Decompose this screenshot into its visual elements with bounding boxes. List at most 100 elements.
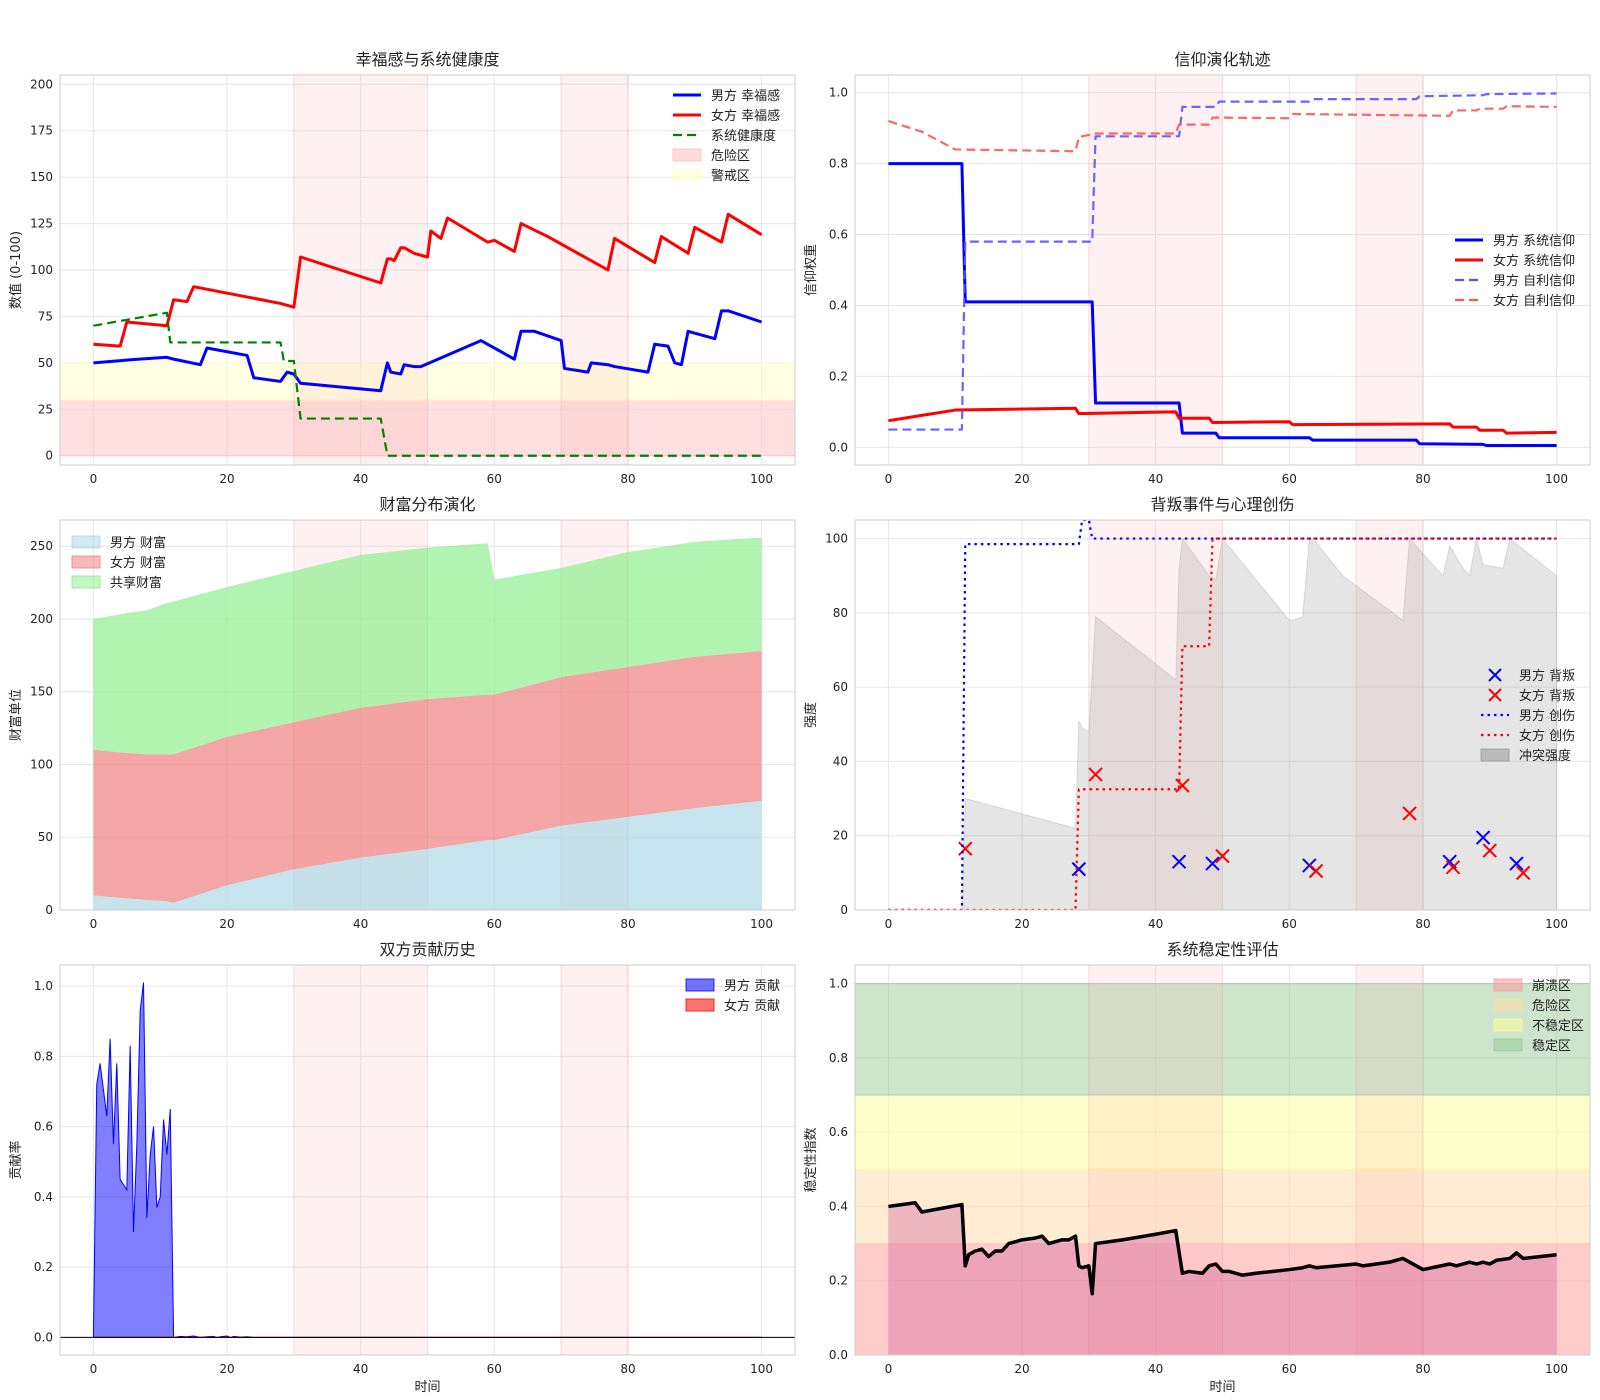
legend-label: 女方 创伤 [1519, 728, 1575, 744]
y-tick-label: 100 [825, 532, 848, 546]
scatter-point [1071, 861, 1087, 877]
scatter-point [1402, 806, 1417, 821]
y-tick-label: 0.4 [829, 298, 848, 312]
chart-title: 财富分布演化 [379, 495, 475, 514]
y-tick-label: 80 [833, 606, 848, 620]
legend-swatch [672, 148, 702, 162]
x-tick-label: 0 [885, 1362, 893, 1376]
y-tick-label: 0.0 [829, 440, 848, 454]
scatter-point [1205, 856, 1220, 871]
y-axis-label: 贡献率 [8, 1140, 24, 1179]
legend-label: 警戒区 [711, 168, 750, 184]
shaded-region [1355, 520, 1424, 910]
y-tick-label: 0.0 [34, 1330, 53, 1344]
legend-swatch [71, 535, 101, 549]
legend-item: 系统健康度 [673, 128, 776, 144]
x-tick-label: 60 [487, 472, 502, 486]
legend-swatch [685, 978, 715, 992]
legend-label: 不稳定区 [1532, 1018, 1584, 1034]
legend-item: 女方 财富 [71, 555, 166, 571]
shaded-region [560, 965, 629, 1355]
shaded-region [560, 75, 629, 465]
x-tick-label: 20 [1014, 1362, 1029, 1376]
legend-label: 女方 财富 [110, 555, 166, 571]
legend-item: 女方 创伤 [1481, 728, 1575, 744]
plot-frame [854, 519, 1591, 911]
y-tick-label: 75 [38, 309, 53, 323]
y-tick-label: 0.4 [829, 1199, 848, 1213]
legend-label: 危险区 [711, 149, 750, 164]
x-tick-label: 60 [487, 917, 502, 931]
x-tick-label: 80 [1415, 917, 1430, 931]
legend-label: 女方 背叛 [1519, 688, 1575, 704]
x-tick-label: 100 [1545, 472, 1568, 486]
legend-label: 男方 系统信仰 [1493, 233, 1575, 249]
y-tick-label: 1.0 [829, 86, 848, 100]
legend-label: 女方 幸福感 [711, 108, 780, 124]
area-series-1 [93, 800, 762, 910]
line-series-3 [888, 520, 1557, 910]
scatter-point [1215, 848, 1230, 864]
plot-area [855, 75, 1590, 465]
y-tick-label: 50 [38, 830, 53, 844]
y-tick-label: 1.0 [34, 979, 53, 993]
shaded-region [1355, 965, 1424, 1355]
plot-area [855, 520, 1590, 910]
y-tick-label: 0.2 [34, 1260, 53, 1274]
chart-title: 信仰演化轨迹 [1174, 50, 1270, 69]
stability-fill [888, 1202, 1557, 1355]
band-region [855, 1168, 1590, 1245]
y-tick-label: 150 [30, 685, 53, 699]
legend-label: 冲突强度 [1519, 748, 1571, 764]
legend-swatch [685, 998, 715, 1012]
legend-item: 警戒区 [672, 168, 750, 184]
x-tick-label: 0 [885, 472, 893, 486]
legend-label: 男方 财富 [110, 535, 166, 551]
plot-area [855, 965, 1590, 1355]
legend-swatch [672, 168, 702, 182]
plot-area [60, 520, 795, 910]
x-tick-label: 100 [750, 472, 773, 486]
y-tick-label: 20 [833, 829, 848, 843]
legend-label: 共享财富 [110, 575, 162, 591]
y-tick-label: 200 [30, 612, 53, 626]
legend-item: 男方 财富 [71, 535, 166, 551]
x-tick-label: 80 [1415, 472, 1430, 486]
x-tick-label: 40 [1148, 917, 1163, 931]
legend-item: 女方 背叛 [1488, 688, 1575, 704]
line-series-1 [93, 309, 763, 393]
y-tick-label: 0.2 [829, 369, 848, 383]
band-region [855, 1094, 1590, 1170]
legend-swatch [1488, 668, 1502, 682]
area-series-2 [93, 650, 762, 903]
legend-item: 稳定区 [1493, 1038, 1571, 1054]
scatter-point [1515, 865, 1531, 881]
y-tick-label: 175 [30, 124, 53, 138]
legend-item: 危险区 [1493, 998, 1571, 1014]
legend-item: 危险区 [672, 148, 750, 164]
y-tick-label: 1.0 [829, 977, 848, 991]
x-tick-label: 100 [1545, 1362, 1568, 1376]
legend-label: 女方 自利信仰 [1493, 293, 1575, 309]
legend-item: 男方 自利信仰 [1455, 273, 1575, 289]
chart-title: 幸福感与系统健康度 [355, 50, 499, 69]
chart-6: 0 20 40 60 80 100 0.0 0.2 0.4 0.6 0.8 1.0 系统稳定性评估稳定性… [803, 940, 1591, 1395]
line-series-1 [888, 162, 1557, 447]
x-tick-label: 80 [620, 917, 635, 931]
x-tick-label: 100 [1545, 917, 1568, 931]
line-series-3 [93, 311, 762, 457]
y-tick-label: 0.6 [34, 1120, 53, 1134]
y-axis-label: 强度 [803, 702, 819, 728]
legend-item: 男方 背叛 [1488, 668, 1575, 684]
x-tick-label: 40 [1148, 472, 1163, 486]
legend-swatch [71, 555, 101, 569]
legend-item: 男方 系统信仰 [1455, 233, 1575, 249]
x-tick-label: 20 [219, 1362, 234, 1376]
chart-title: 背叛事件与心理创伤 [1150, 495, 1294, 514]
y-tick-label: 100 [30, 263, 53, 277]
legend-label: 稳定区 [1532, 1038, 1571, 1054]
legend-item: 女方 幸福感 [673, 108, 780, 124]
